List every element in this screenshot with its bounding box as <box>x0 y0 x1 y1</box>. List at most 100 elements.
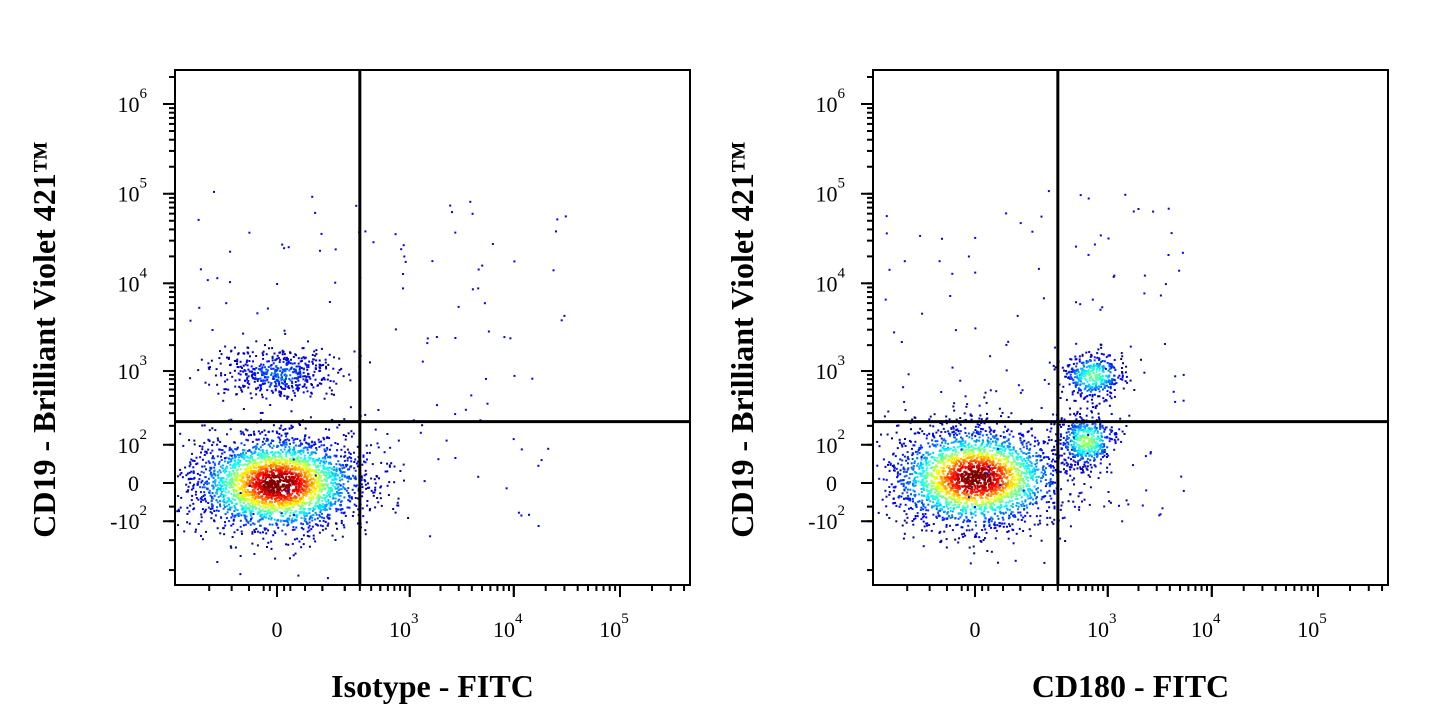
event-dot <box>282 500 285 503</box>
event-dot <box>283 379 285 382</box>
event-dot <box>263 452 265 455</box>
event-dot <box>317 482 320 484</box>
event-dot <box>272 377 275 380</box>
event-dot <box>268 479 271 482</box>
event-dot <box>286 488 289 491</box>
event-dot <box>1026 447 1029 450</box>
event-dot <box>275 497 278 500</box>
event-dot <box>901 459 904 462</box>
event-dot <box>265 532 268 535</box>
x-tick-label: 103 <box>389 611 419 642</box>
event-dot <box>312 362 314 365</box>
event-dot <box>318 531 321 534</box>
event-dot <box>350 496 353 499</box>
event-dot <box>296 492 298 495</box>
event-dot <box>431 260 434 263</box>
event-dot <box>298 466 301 469</box>
event-dot <box>315 448 318 451</box>
event-dot <box>267 360 270 363</box>
event-dot <box>291 382 294 385</box>
event-dot <box>257 486 260 489</box>
event-dot <box>297 444 300 447</box>
event-dot <box>318 488 321 491</box>
event-dot <box>268 496 271 499</box>
event-dot <box>901 453 904 456</box>
event-dot <box>945 449 948 451</box>
event-dot <box>297 493 300 496</box>
event-dot <box>960 445 963 448</box>
event-dot <box>267 494 270 497</box>
event-dot <box>228 481 231 484</box>
event-dot <box>956 455 959 458</box>
event-dot <box>253 523 256 526</box>
event-dot <box>200 500 202 503</box>
event-dot <box>970 495 972 498</box>
event-dot <box>318 457 321 460</box>
event-dot <box>316 484 319 487</box>
event-dot <box>946 460 949 463</box>
event-dot <box>269 364 272 367</box>
event-dot <box>302 375 305 378</box>
event-dot <box>226 356 228 359</box>
event-dot <box>267 492 270 495</box>
event-dot <box>251 507 254 510</box>
event-dot <box>1035 502 1038 505</box>
event-dot <box>243 496 245 499</box>
event-dot <box>297 365 300 368</box>
event-dot <box>955 484 957 486</box>
event-dot <box>1016 485 1019 488</box>
event-dot <box>357 508 360 511</box>
event-dot <box>347 477 350 480</box>
event-dot <box>947 442 950 445</box>
event-dot <box>269 445 272 448</box>
event-dot <box>1033 494 1036 497</box>
event-dot <box>261 498 264 501</box>
event-dot <box>302 464 305 467</box>
event-dot <box>229 508 232 511</box>
event-dot <box>291 386 294 389</box>
event-dot <box>972 470 975 473</box>
event-dot <box>220 478 223 481</box>
event-dot <box>1037 523 1040 526</box>
event-dot <box>315 479 318 482</box>
event-dot <box>259 510 261 513</box>
event-dot <box>203 483 205 486</box>
event-dot <box>334 477 337 480</box>
event-dot <box>217 510 220 512</box>
event-dot <box>197 480 200 483</box>
event-dot <box>211 484 214 487</box>
event-dot <box>288 470 291 473</box>
event-dot <box>253 491 256 494</box>
event-dot <box>393 465 396 468</box>
event-dot <box>267 541 270 544</box>
event-dot <box>257 452 260 455</box>
event-dot <box>185 490 188 493</box>
event-dot <box>336 449 339 452</box>
event-dot <box>220 480 223 483</box>
event-dot <box>906 481 909 484</box>
event-dot <box>1052 453 1055 455</box>
event-dot <box>240 498 243 501</box>
event-dot <box>299 365 302 368</box>
event-dot <box>928 445 931 448</box>
event-dot <box>222 494 225 497</box>
event-dot <box>257 512 260 515</box>
event-dot <box>362 515 365 518</box>
event-dot <box>271 463 274 466</box>
event-dot <box>329 448 331 451</box>
event-dot <box>403 255 406 258</box>
event-dot <box>1019 464 1022 467</box>
event-dot <box>239 373 242 376</box>
event-dot <box>270 372 273 375</box>
event-dot <box>1015 470 1017 473</box>
event-dot <box>319 475 322 477</box>
event-dot <box>263 474 266 476</box>
event-dot <box>942 473 945 476</box>
event-dot <box>267 517 270 520</box>
event-dot <box>328 476 331 479</box>
event-dot <box>220 459 223 461</box>
event-dot <box>306 379 309 382</box>
event-dot <box>291 454 294 457</box>
event-dot <box>319 524 322 527</box>
